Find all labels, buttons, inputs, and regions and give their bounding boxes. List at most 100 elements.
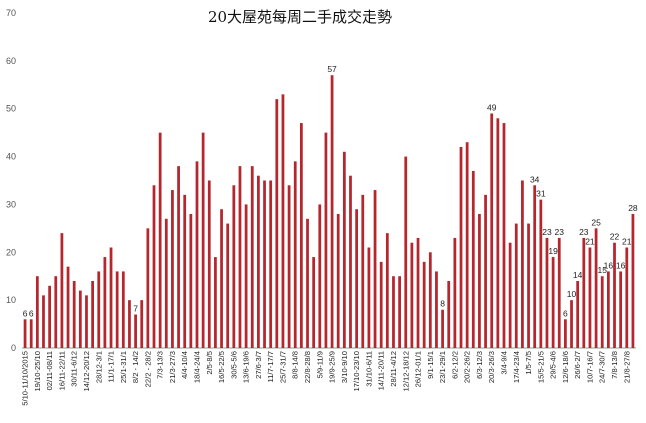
x-tick-label: 30/5-5/6 [229, 351, 238, 379]
bar [54, 276, 58, 348]
x-tick-label: 6/2-12/2 [450, 351, 459, 379]
bar [453, 237, 457, 348]
x-tick-label: 2/5-8/5 [205, 351, 214, 375]
data-label: 23 [579, 227, 589, 237]
bar [115, 271, 119, 348]
bar [152, 185, 156, 348]
bar [428, 252, 432, 348]
bar [385, 233, 389, 348]
data-label: 16 [616, 260, 626, 270]
bar [447, 281, 451, 348]
bar [330, 75, 334, 349]
bar [355, 209, 359, 348]
bar [496, 118, 500, 348]
x-tick-label: 25/1-31/1 [119, 351, 128, 383]
bar [207, 180, 211, 348]
bar [342, 151, 346, 348]
bar [201, 132, 205, 348]
x-tick-label: 29/5-4/6 [549, 351, 558, 379]
bar [459, 147, 463, 348]
bar [557, 237, 561, 348]
y-tick-label: 60 [6, 56, 16, 66]
bar [103, 257, 107, 348]
bar [588, 247, 592, 348]
bar [232, 185, 236, 348]
x-tick-label: 16/5-22/5 [217, 351, 226, 383]
bar [576, 281, 580, 348]
bar [195, 161, 199, 348]
bar [582, 237, 586, 348]
x-tick-label: 17/10-23/10 [352, 351, 361, 392]
bar [484, 194, 487, 348]
bar [521, 180, 524, 348]
x-tick-label: 23/1-29/1 [438, 351, 447, 383]
bar [214, 257, 217, 348]
bar [312, 257, 316, 348]
data-label: 14 [573, 270, 583, 280]
x-tick-label: 26/6-2/7 [573, 351, 582, 379]
y-tick-label: 50 [6, 104, 16, 114]
x-tick-label: 14/11-20/11 [377, 351, 386, 390]
bar [287, 185, 291, 348]
data-label: 8 [440, 299, 445, 309]
x-tick-label: 31/10-6/11 [364, 351, 373, 387]
x-tick-label: 11/7-17/7 [266, 351, 275, 383]
data-label: 49 [487, 103, 497, 113]
bar [72, 281, 76, 348]
data-label: 21 [622, 237, 632, 247]
bar [373, 190, 377, 348]
y-tick-label: 0 [11, 343, 16, 353]
data-label: 15 [597, 265, 607, 275]
bars-group [23, 75, 635, 349]
x-tick-label: 26/12-01/1 [414, 351, 423, 387]
x-tick-label: 16/11-22/11 [57, 351, 66, 390]
bar [220, 209, 223, 348]
bar [183, 194, 187, 348]
x-tick-label: 10/7-16/7 [585, 351, 594, 383]
bar [29, 319, 33, 348]
bar [91, 281, 94, 348]
bar [478, 214, 481, 348]
y-tick-label: 70 [6, 8, 16, 18]
data-label: 23 [542, 227, 552, 237]
x-tick-label: 28/11-4/12 [389, 351, 398, 387]
bar [42, 295, 45, 348]
x-tick-label: 13/6-19/6 [242, 351, 251, 383]
bar [140, 300, 144, 348]
bar [226, 223, 230, 348]
x-tick-label: 8/2 - 14/2 [131, 351, 140, 383]
x-tick-label: 22/2 - 28/2 [143, 351, 152, 387]
x-tick-label: 3/4-9/4 [499, 351, 508, 375]
bar [361, 194, 365, 348]
bar [60, 233, 64, 348]
bar [263, 180, 266, 348]
bar [613, 242, 616, 348]
x-tick-label: 12/6-18/6 [561, 351, 570, 383]
y-tick-label: 40 [6, 152, 16, 162]
bar [134, 314, 137, 348]
bar [78, 290, 82, 348]
data-label: 25 [591, 217, 601, 227]
bar [189, 214, 193, 348]
bar [502, 123, 506, 348]
bar [545, 237, 549, 348]
bar [367, 247, 371, 348]
bar [465, 142, 469, 348]
bar [398, 276, 401, 348]
data-label: 10 [567, 289, 577, 299]
bar [594, 228, 598, 348]
bar [471, 170, 475, 348]
bar [97, 271, 101, 348]
bar [551, 257, 555, 348]
bar [570, 300, 573, 348]
bar [527, 223, 530, 348]
bar [318, 204, 322, 348]
bar [85, 295, 88, 348]
x-tick-label: 5/9-11/9 [315, 351, 324, 378]
x-tick-label: 12/12-18/12 [401, 351, 410, 392]
bar [619, 271, 623, 348]
bar [238, 166, 242, 348]
x-tick-label: 21/8-27/8 [622, 351, 631, 383]
